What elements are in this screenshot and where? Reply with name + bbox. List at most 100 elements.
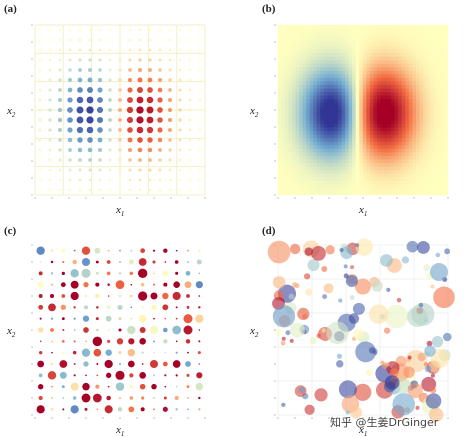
cell xyxy=(348,155,353,160)
dot xyxy=(178,68,182,72)
cell xyxy=(412,113,417,118)
cell xyxy=(316,81,321,86)
cell xyxy=(355,95,360,100)
cell xyxy=(394,74,399,79)
cell xyxy=(405,28,410,33)
cell xyxy=(440,49,445,54)
cell xyxy=(366,38,371,43)
cell xyxy=(398,180,403,185)
cell xyxy=(288,177,293,182)
cell xyxy=(394,85,399,89)
cell xyxy=(423,85,427,89)
cell xyxy=(338,116,342,121)
cell xyxy=(430,109,435,114)
cell xyxy=(423,166,427,171)
cell xyxy=(355,35,360,40)
bubble xyxy=(355,238,374,256)
cell xyxy=(376,159,381,164)
cell xyxy=(295,173,300,178)
cell xyxy=(387,141,392,146)
cell xyxy=(398,127,403,132)
cell xyxy=(408,155,413,160)
cell xyxy=(345,162,350,167)
cell xyxy=(412,24,417,29)
cell xyxy=(359,106,364,111)
dot xyxy=(129,271,134,276)
cell xyxy=(352,187,357,192)
cell xyxy=(277,42,282,47)
x-axis-label: x1 xyxy=(115,204,124,218)
dot xyxy=(86,116,94,124)
cell xyxy=(373,187,378,192)
cell xyxy=(444,148,449,153)
dot xyxy=(58,38,62,42)
cell xyxy=(369,123,374,128)
cell xyxy=(291,177,296,182)
dot xyxy=(175,385,178,388)
cell xyxy=(295,155,300,160)
cell xyxy=(299,141,303,146)
dot xyxy=(48,128,52,132)
cell xyxy=(348,38,353,43)
cell xyxy=(366,63,371,68)
cell xyxy=(323,191,328,196)
cell xyxy=(387,106,392,111)
cell xyxy=(295,123,300,128)
cell xyxy=(362,173,367,178)
cell xyxy=(284,49,289,54)
cell xyxy=(281,131,286,135)
cell xyxy=(391,35,396,40)
cell xyxy=(309,138,314,143)
dot xyxy=(78,158,82,162)
cell xyxy=(426,38,431,43)
cell xyxy=(444,67,449,72)
cell xyxy=(306,109,311,114)
cell xyxy=(334,56,339,61)
cell xyxy=(369,148,374,153)
dot xyxy=(168,158,172,162)
dot xyxy=(178,118,182,122)
dot xyxy=(153,374,155,377)
dot xyxy=(58,68,62,72)
dot xyxy=(138,178,142,182)
cell xyxy=(376,138,381,143)
cell xyxy=(338,99,342,104)
cell xyxy=(327,74,332,79)
cell xyxy=(394,159,399,164)
dot xyxy=(147,137,153,143)
cell xyxy=(316,28,321,33)
cell xyxy=(423,159,427,164)
cell xyxy=(380,74,385,79)
cell xyxy=(430,184,435,189)
cell xyxy=(380,180,385,185)
cell xyxy=(348,138,353,143)
cell xyxy=(376,180,381,185)
dot xyxy=(152,249,156,252)
cell xyxy=(366,56,371,61)
cell xyxy=(313,109,318,114)
cell xyxy=(288,187,293,192)
cell xyxy=(405,106,410,111)
cell xyxy=(433,70,438,75)
cell xyxy=(313,184,318,189)
cell xyxy=(369,70,374,75)
cell xyxy=(387,120,392,125)
cell xyxy=(281,170,286,174)
cell xyxy=(423,152,427,157)
cell xyxy=(437,56,442,61)
cell xyxy=(387,53,392,58)
cell xyxy=(288,102,293,107)
cell xyxy=(277,159,282,164)
cell xyxy=(320,141,325,146)
cell xyxy=(323,187,328,192)
cell xyxy=(444,120,449,125)
cell xyxy=(394,127,399,132)
cell xyxy=(316,187,321,192)
cell xyxy=(401,180,406,185)
cell xyxy=(306,95,311,100)
dot xyxy=(48,38,52,42)
cell xyxy=(398,56,403,61)
cell xyxy=(412,116,417,121)
cell xyxy=(426,74,431,79)
cell xyxy=(405,162,410,167)
